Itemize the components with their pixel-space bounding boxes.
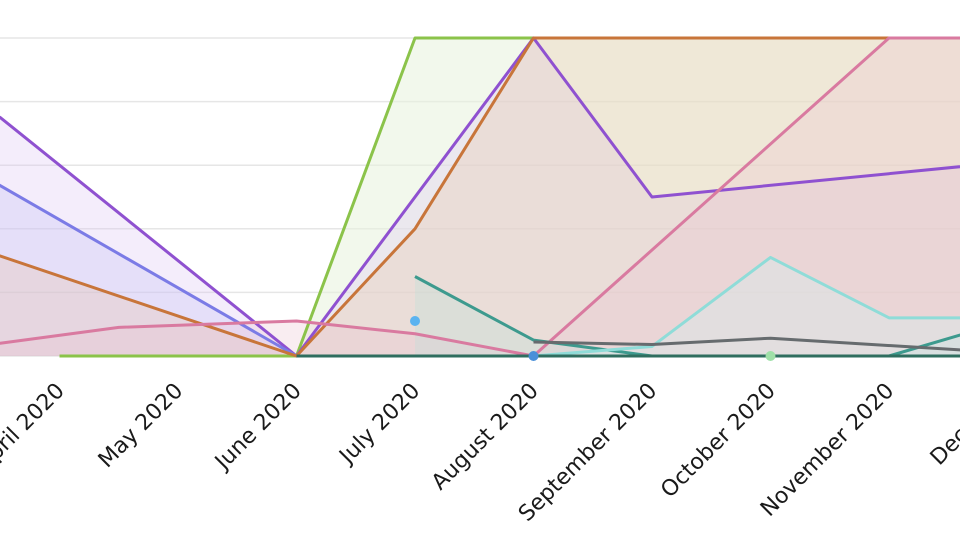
x-tick-label: August 2020 xyxy=(427,379,544,496)
series-area-2 xyxy=(0,38,960,356)
series-area-5 xyxy=(0,38,960,356)
series-line-5 xyxy=(0,36,960,358)
data-point-1 xyxy=(410,316,420,327)
x-tick-label: October 2020 xyxy=(656,379,780,503)
series-line-7 xyxy=(533,255,960,358)
x-tick-label: May 2020 xyxy=(94,379,188,473)
series-line-2 xyxy=(0,36,960,358)
x-tick-label: Decembe xyxy=(926,379,960,471)
data-point-2 xyxy=(528,351,539,361)
series-areas xyxy=(0,38,960,356)
x-axis-tick-labels: pril 2020 May 2020 June 2020 July 2020 Augus… xyxy=(0,379,960,527)
data-markers xyxy=(410,316,776,361)
series-area-3 xyxy=(0,185,652,356)
x-tick-label: July 2020 xyxy=(334,379,426,471)
series-area-1 xyxy=(59,38,960,356)
x-tick-label: pril 2020 xyxy=(0,379,70,466)
series-line-8 xyxy=(533,336,960,352)
data-point-3 xyxy=(765,351,776,361)
x-tick-label: November 2020 xyxy=(756,379,899,522)
series-area-7 xyxy=(533,257,960,356)
series-area-4 xyxy=(0,38,960,356)
series-area-6 xyxy=(415,276,960,356)
x-tick-label: June 2020 xyxy=(209,379,307,477)
